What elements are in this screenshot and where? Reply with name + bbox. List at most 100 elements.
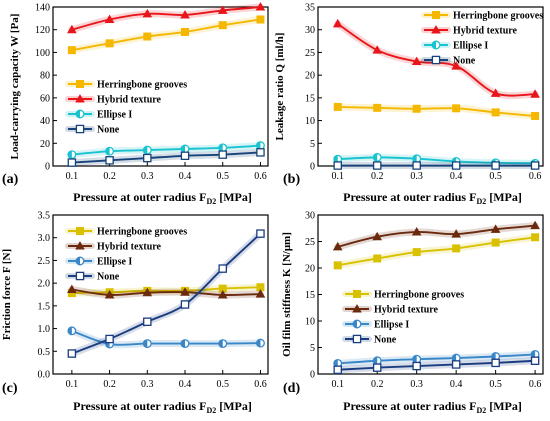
x-tick-label: 0.5 [489,379,502,390]
data-point [333,358,343,368]
x-tick-label: 0.5 [216,379,229,390]
data-point [104,14,115,24]
legend-marker [75,94,85,103]
panel-label: (c) [2,381,18,396]
legend-marker [431,40,441,50]
data-point [332,18,343,28]
series-line [71,6,261,31]
y-axis-label: Oil film stiffness K [N/μm] [281,232,293,357]
data-point [105,156,114,165]
x-tick-label: 0.5 [489,171,502,182]
data-point [491,108,500,117]
x-tick-label: 0.2 [371,171,384,182]
y-tick-label: 80 [40,71,50,82]
data-point [531,112,540,121]
data-point [530,356,540,365]
y-tick-label: 100 [35,48,50,59]
series-hybrid-texture [67,2,266,34]
series-herringbone-grooves [333,102,540,121]
data-point [256,338,265,348]
y-tick-label: 5 [310,139,315,150]
legend-entry: None [97,125,120,136]
data-point [411,227,422,236]
y-tick-label: 5 [310,343,315,354]
series-herringbone-grooves [333,233,540,270]
y-tick-label: 120 [35,25,50,36]
legend-entry: Hybrid texture [97,242,162,253]
x-tick-label: 0.4 [179,379,192,390]
y-tick-label: 15 [305,93,315,104]
y-tick-label: 20 [40,139,50,150]
y-tick-label: 0.0 [38,370,51,381]
y-tick-label: 30 [305,25,315,36]
x-tick-label: 0.4 [450,379,463,390]
legend-entry: Herringbone grooves [97,227,187,238]
y-tick-label: 0 [310,162,315,173]
data-point [105,39,114,48]
x-tick-label: 0.2 [103,379,116,390]
legend-marker [75,241,85,250]
legend-entry: Herringbone grooves [97,80,187,91]
legend-marker [352,289,361,298]
x-axis-label: Pressure at outer radius FD2 [MPa] [343,399,522,415]
plot-frame [52,214,269,375]
y-tick-label: 140 [35,3,50,14]
y-tick-label: 2.0 [38,279,51,290]
data-point [333,102,342,111]
data-point [255,289,266,298]
data-point [180,300,190,309]
series-herringbone-grooves [67,15,265,55]
data-point [256,148,265,157]
data-point [372,152,382,162]
x-tick-label: 0.6 [254,171,267,182]
x-tick-label: 0.1 [331,379,344,390]
data-point [332,241,343,251]
data-point [180,339,190,349]
y-tick-label: 25 [305,48,315,59]
legend: Herringbone grooves Hybrid texture Ellipse… [421,11,543,67]
data-point [67,326,77,336]
x-tick-label: 0.4 [179,171,192,182]
series-none [333,161,540,170]
data-point [180,151,190,161]
data-point [531,233,540,242]
x-tick-label: 0.1 [66,379,79,390]
y-tick-label: 35 [305,3,315,14]
x-tick-label: 0.4 [450,171,463,182]
data-point [181,27,190,36]
data-point [142,339,152,349]
data-point [180,287,190,296]
legend-entry: Hybrid texture [97,95,162,106]
data-point [333,261,342,270]
legend-marker [431,55,441,65]
chart-panel-a: 0.1 0.2 0.3 0.4 0.5 0.6 0 20 40 60 80 100 120 140 Pres… [2,2,269,206]
y-tick-label: 10 [305,317,315,328]
legend-marker [75,256,85,266]
data-point [451,353,461,363]
data-point [491,358,500,368]
x-tick-label: 0.2 [103,171,116,182]
data-point [411,56,422,66]
data-point [180,10,190,19]
legend-entry: Ellipse I [453,41,488,52]
data-point [67,46,76,55]
legend-marker [76,80,85,89]
data-point [67,158,77,167]
panel-label: (d) [283,381,300,396]
y-tick-label: 40 [40,116,50,127]
data-point [105,334,114,344]
data-point [142,8,153,18]
y-tick-label: 2.5 [38,256,51,267]
y-tick-label: 0 [45,162,50,173]
data-point [412,104,421,113]
legend: Herringbone grooves Hybrid texture Ellipse… [65,227,187,283]
data-point [490,224,501,233]
legend: Herringbone grooves Hybrid texture Ellipse… [342,289,464,346]
y-axis-label: Friction force F [N] [1,249,13,340]
y-tick-label: 25 [305,237,315,248]
y-axis-label: Leakage ratio Q [ml/h] [274,33,286,141]
y-tick-label: 15 [305,290,315,301]
x-tick-label: 0.2 [371,379,384,390]
data-point [333,161,342,170]
y-axis-label: Load-carrying capacity W [Pa] [9,14,21,160]
